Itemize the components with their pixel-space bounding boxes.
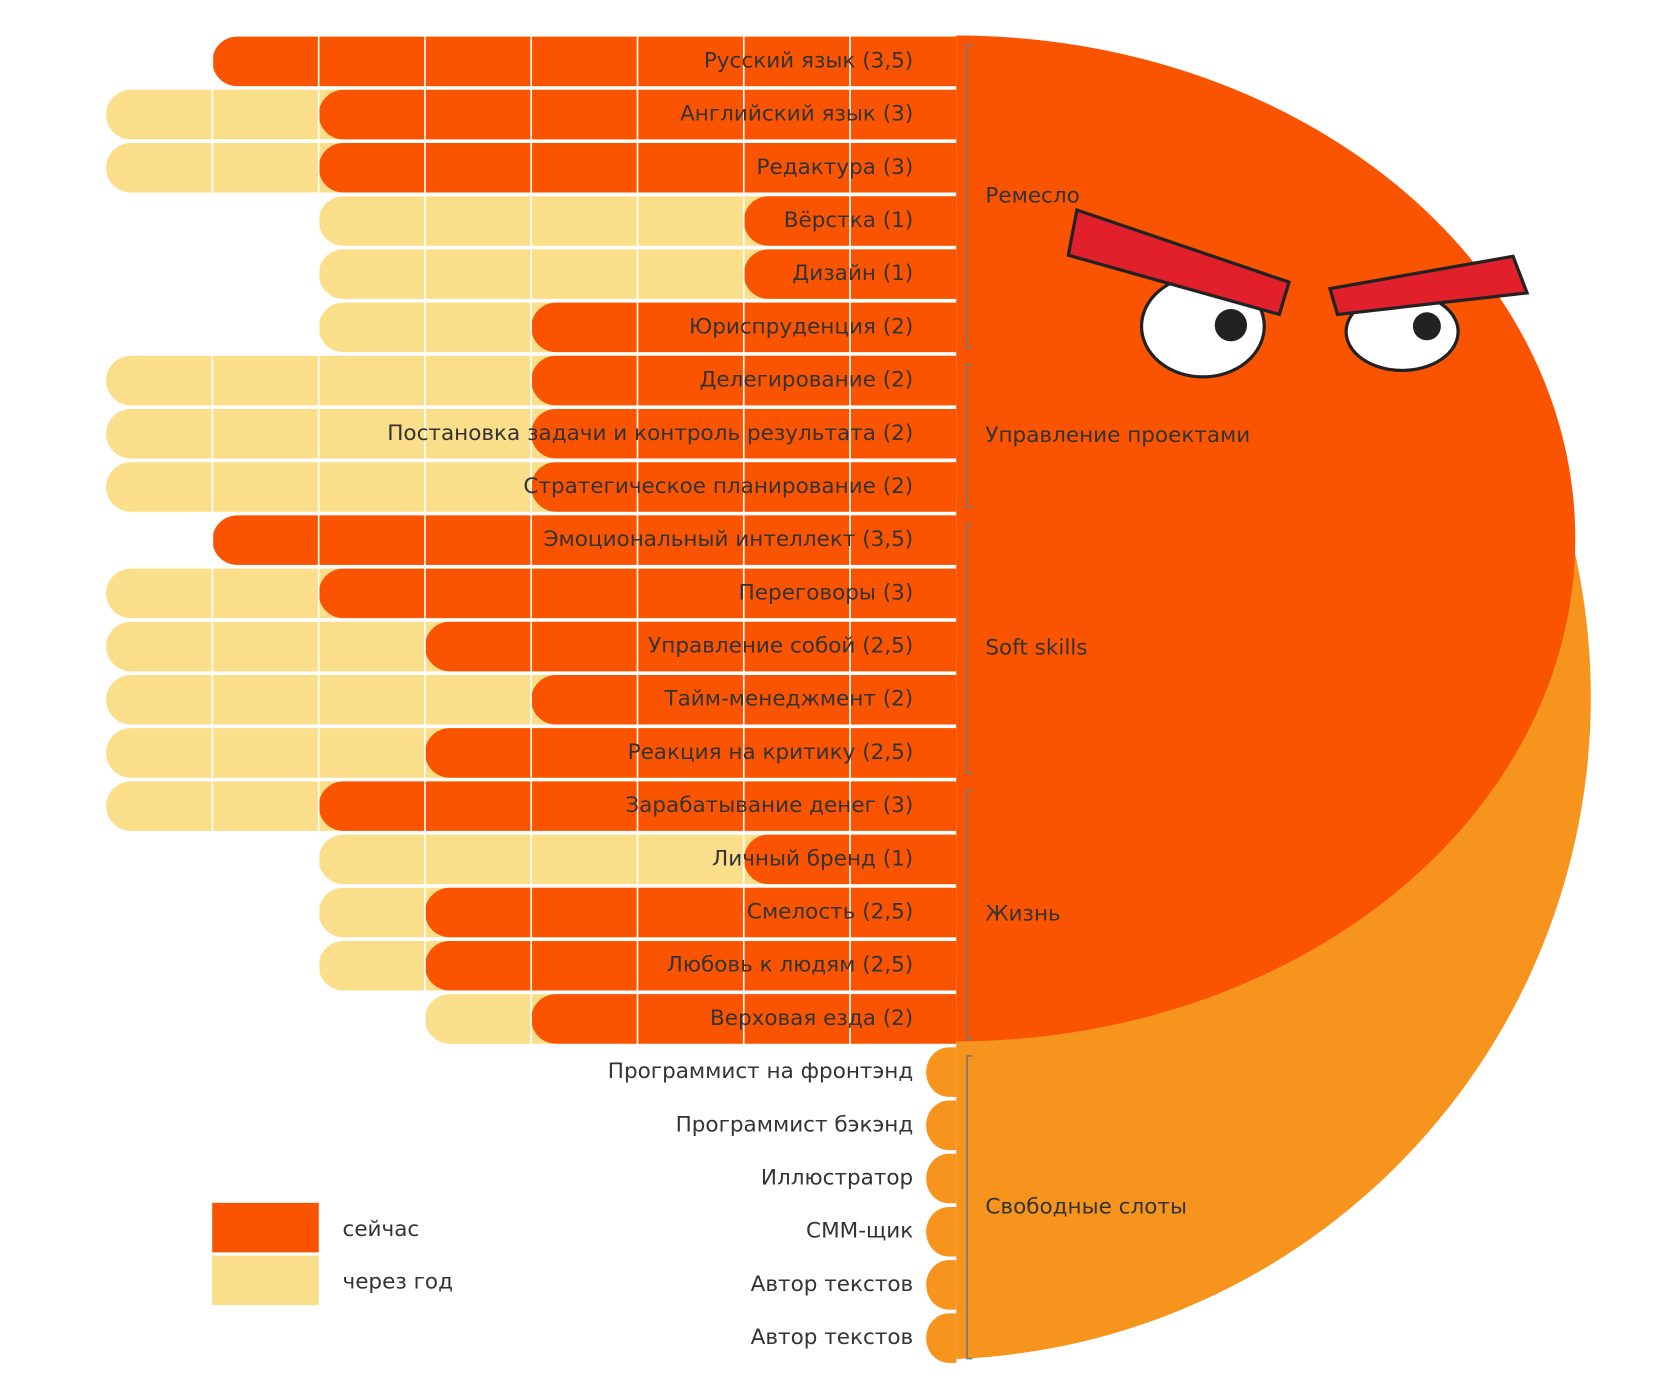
group-bracket <box>966 523 973 775</box>
group-bracket <box>966 1055 973 1360</box>
category-label: Переговоры (3) <box>739 580 914 605</box>
bar <box>424 728 957 778</box>
group-label: Управление проектами <box>985 423 1250 448</box>
group-label: Ремесло <box>985 184 1079 209</box>
pupil <box>1214 309 1248 342</box>
bar <box>424 621 957 672</box>
brow <box>1066 207 1292 317</box>
group-bracket <box>966 789 973 1041</box>
category-label: Автор текстов <box>751 1272 914 1297</box>
category-label: Любовь к людям (2,5) <box>667 953 914 978</box>
legend-swatch <box>212 1255 319 1306</box>
group-label: Жизнь <box>985 902 1060 927</box>
face <box>1066 207 1530 379</box>
free-slot <box>926 1153 957 1204</box>
category-label: Делегирование (2) <box>700 368 914 393</box>
category-label: Юриспруденция (2) <box>689 314 913 339</box>
legend-label: сейчас <box>342 1217 419 1242</box>
bar <box>424 887 957 938</box>
pupil <box>1412 312 1441 341</box>
category-label: Программист бэкэнд <box>676 1112 914 1137</box>
category-label: Английский язык (3) <box>680 102 913 127</box>
category-label: Дизайн (1) <box>792 261 913 286</box>
category-label: Зарабатывание денег (3) <box>625 793 913 818</box>
category-label: Русский язык (3,5) <box>704 48 913 73</box>
legend-swatch <box>212 1202 319 1253</box>
category-label: Постановка задачи и контроль результата … <box>387 421 913 446</box>
brow <box>1327 254 1530 317</box>
legend-label: через год <box>342 1270 452 1295</box>
category-label: СММ-щик <box>806 1219 913 1244</box>
bar <box>424 940 957 991</box>
group-bracket <box>966 363 973 509</box>
free-slot <box>926 1206 957 1257</box>
free-slot <box>926 1260 957 1310</box>
category-label: Вёрстка (1) <box>784 208 914 233</box>
free-slot <box>926 1100 957 1151</box>
category-label: Управление собой (2,5) <box>648 634 913 659</box>
category-label: Программист на фронтэнд <box>608 1059 913 1084</box>
category-label: Тайм-менеджмент (2) <box>663 687 913 712</box>
category-label: Эмоциональный интеллект (3,5) <box>544 527 914 552</box>
category-label: Реакция на критику (2,5) <box>628 740 914 765</box>
category-label: Иллюстратор <box>761 1166 913 1191</box>
free-slot <box>926 1047 957 1097</box>
category-label: Верховая езда (2) <box>710 1006 913 1031</box>
category-label: Смелость (2,5) <box>747 900 913 925</box>
group-bracket <box>966 44 973 349</box>
bar <box>212 36 957 87</box>
free-slot <box>926 1313 957 1363</box>
category-label: Редактура (3) <box>757 155 914 180</box>
group-label: Soft skills <box>985 636 1087 661</box>
category-label: Личный бренд (1) <box>712 846 913 871</box>
group-label: Свободные слоты <box>985 1194 1187 1219</box>
category-label: Автор текстов <box>751 1325 914 1350</box>
bar <box>212 515 957 565</box>
category-label: Стратегическое планирование (2) <box>523 474 913 499</box>
